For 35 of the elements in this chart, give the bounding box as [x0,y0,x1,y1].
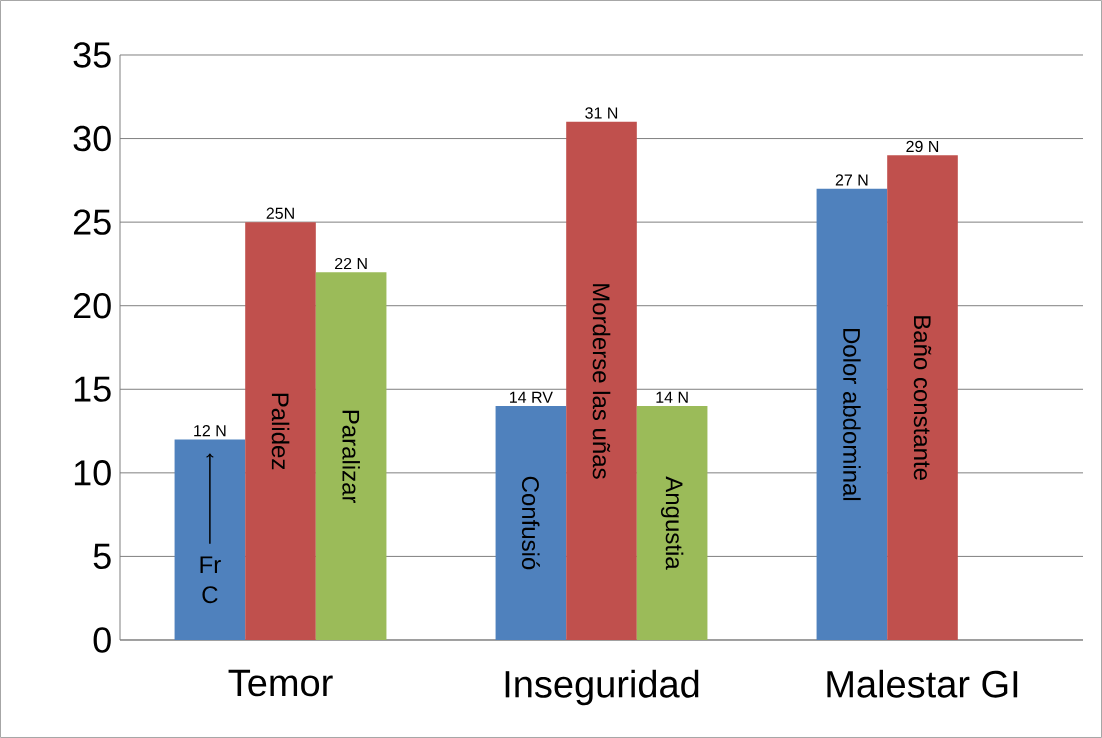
bar [566,121,637,640]
annotation: Palidez [271,393,290,470]
y-tick-label: 35 [73,42,111,68]
bar [636,405,708,640]
annotation: Confusió [521,476,540,570]
data-label: 27 N [835,174,868,186]
bar [816,188,888,640]
annotation: Paralizar [342,410,360,504]
bar [245,222,316,640]
bar [315,272,387,640]
x-tick-label: Temor [228,669,333,697]
annotation: Dolor abdominal [843,328,861,501]
annotation: Angustia [660,476,684,570]
data-label: 14 N [656,391,688,403]
data-label: 29 N [906,140,939,153]
x-tick-label: Malestar GI [827,669,1018,698]
data-label: 14 RV [510,391,553,403]
y-tick-label: 25 [73,209,111,235]
data-label: 22 N [335,257,367,270]
annotation: Morderse las uñas [592,284,611,479]
bar [174,439,246,640]
y-tick-label: 5 [93,543,111,569]
y-tick-label: 30 [73,125,111,152]
data-label: 25N [266,207,294,219]
bar [495,405,567,640]
annotation: Baño constante [913,316,932,480]
data-label: 31 N [585,107,618,119]
annotation: Fr C [200,556,221,604]
y-tick-label: 10 [74,460,111,486]
y-tick-label: 0 [93,627,111,653]
y-tick-label: 15 [74,376,111,402]
x-tick-label: Inseguridad [505,669,699,706]
bar [887,155,958,640]
data-label: 12 N [194,425,226,437]
y-tick-label: 20 [73,292,111,319]
